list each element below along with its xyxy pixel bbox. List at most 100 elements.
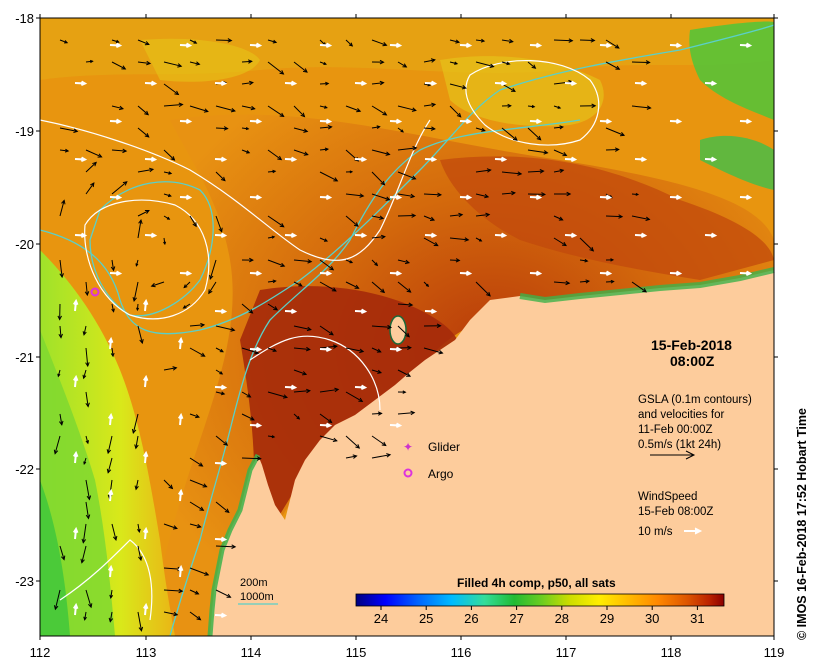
velocity-arrow [293, 388, 311, 394]
velocity-arrow [241, 413, 255, 421]
wind-arrow [214, 612, 228, 619]
wind-arrow [107, 336, 114, 350]
velocity-arrow [345, 193, 365, 198]
velocity-arrow [397, 281, 412, 293]
velocity-arrow [82, 325, 87, 336]
velocity-arrow [293, 413, 301, 420]
wind-arrow [354, 156, 368, 163]
velocity-arrow [215, 544, 237, 549]
velocity-arrow [371, 324, 393, 330]
wind-arrow [424, 232, 438, 239]
velocity-arrow [371, 171, 386, 186]
velocity-arrow [397, 302, 414, 308]
velocity-arrow [605, 39, 620, 49]
velocity-arrow [501, 83, 516, 92]
lat-tick-label: -21 [15, 350, 34, 365]
wind-arrow [109, 194, 123, 201]
velocity-arrow [371, 347, 382, 353]
lon-tick-label: 116 [451, 645, 472, 660]
velocity-arrow [319, 105, 328, 109]
velocity-arrow [345, 170, 354, 174]
lat-tick-label: -22 [15, 462, 34, 477]
velocity-arrow [423, 102, 437, 108]
velocity-arrow [371, 59, 385, 65]
velocity-arrow [397, 171, 417, 180]
velocity-arrow [319, 124, 333, 130]
velocity-arrow [189, 501, 205, 511]
velocity-arrow [371, 411, 383, 416]
velocity-arrow [527, 192, 547, 197]
wind-arrow [109, 118, 123, 125]
wind-arrow [177, 336, 184, 350]
velocity-arrow [319, 325, 334, 336]
velocity-arrow [57, 369, 61, 378]
velocity-arrow [82, 369, 87, 380]
velocity-arrow [553, 168, 565, 173]
island [389, 315, 407, 345]
velocity-arrow [85, 59, 94, 64]
velocity-arrow [371, 193, 391, 201]
wind-arrow [424, 308, 438, 315]
velocity-arrow [345, 435, 361, 449]
velocity-arrow [553, 215, 564, 221]
velocity-arrow [371, 125, 381, 129]
velocity-arrow [163, 149, 176, 161]
velocity-arrow [59, 545, 66, 561]
velocity-arrow [371, 215, 385, 220]
velocity-arrow [137, 545, 143, 562]
wind-arrow [529, 270, 543, 277]
velocity-arrow [605, 214, 624, 219]
glider-symbol-icon: ✦ [403, 440, 413, 454]
wind-arrow [107, 412, 114, 426]
velocity-arrow [111, 148, 128, 154]
wind-arrow [109, 270, 123, 277]
gsla-legend: GSLA (0.1m contours) and velocities for … [638, 394, 752, 460]
velocity-arrow [134, 435, 139, 450]
velocity-arrow [241, 80, 254, 86]
velocity-arrow [267, 105, 285, 118]
wind-arrow [354, 308, 368, 315]
velocity-arrow [182, 303, 191, 309]
velocity-arrow [527, 104, 536, 109]
velocity-arrow [57, 303, 63, 321]
wind-arrow [389, 118, 403, 125]
velocity-arrow [137, 167, 155, 173]
coastal-fringe [519, 267, 775, 304]
wind-arrow [72, 374, 79, 388]
velocity-arrow [110, 259, 116, 272]
velocity-arrow [319, 259, 335, 271]
velocity-arrow [371, 435, 387, 447]
wind-arrow [144, 80, 158, 87]
velocity-arrow [553, 237, 567, 247]
velocity-arrow [189, 347, 206, 357]
velocity-arrow [449, 83, 467, 90]
colorbar-tick-label: 31 [690, 611, 704, 626]
velocity-arrow [189, 523, 202, 529]
velocity-arrow [241, 149, 251, 154]
velocity-arrow [345, 215, 359, 227]
velocity-arrow [241, 303, 254, 314]
wind-arrow [354, 80, 368, 87]
wind-arrow [284, 156, 298, 163]
wind-arrow [177, 488, 184, 502]
wind-arrow [319, 270, 333, 277]
velocity-arrow [449, 61, 459, 65]
wind-arrow [249, 422, 263, 429]
velocity-arrow [423, 192, 443, 197]
wind-arrow [107, 488, 114, 502]
velocity-arrow [345, 259, 354, 264]
wind-arrow [142, 526, 149, 540]
colorbar-tick-label: 26 [464, 611, 478, 626]
wind-arrow [459, 42, 473, 49]
velocity-arrow [59, 148, 70, 153]
velocity-arrow [605, 127, 626, 137]
isobath-200m-label: 200m [240, 577, 268, 589]
velocity-arrow [631, 105, 652, 110]
velocity-arrow [85, 391, 90, 408]
velocity-arrow [189, 457, 204, 467]
velocity-arrow [371, 453, 392, 459]
velocity-arrow [85, 161, 97, 173]
wind-arrow [389, 346, 403, 353]
velocity-arrow [137, 39, 150, 46]
velocity-arrow [163, 611, 179, 617]
